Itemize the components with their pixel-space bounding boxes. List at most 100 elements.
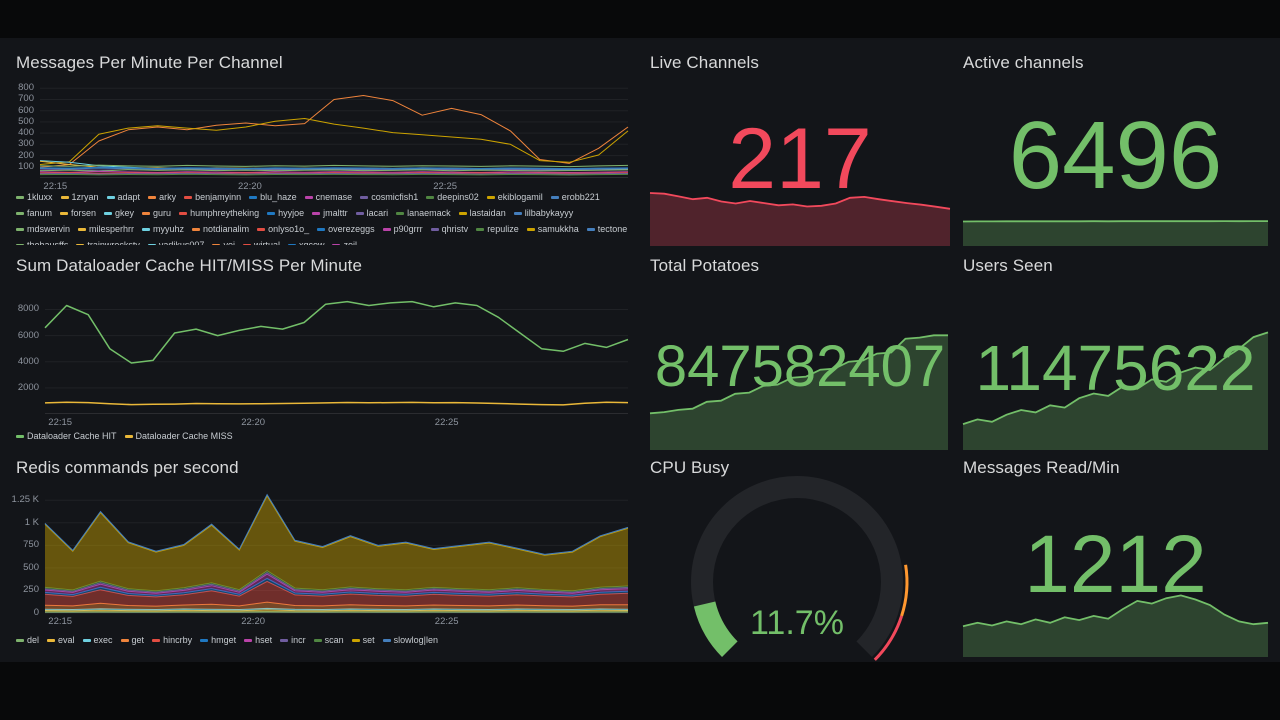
- legend-item[interactable]: vadikus007: [147, 239, 205, 245]
- legend-item[interactable]: overezeggs: [317, 223, 375, 235]
- legend-item[interactable]: hincrby: [152, 634, 192, 646]
- panel-title-dataloader-cache[interactable]: Sum Dataloader Cache HIT/MISS Per Minute: [16, 256, 363, 275]
- legend-label: hyyjoe: [278, 208, 305, 218]
- legend-swatch: [257, 227, 266, 231]
- messages-per-minute-chart[interactable]: 100 200 300 400 500 600 700 800 22:15 22:20 22:25: [18, 83, 629, 192]
- legend-item[interactable]: erobb221: [550, 191, 600, 203]
- legend-swatch: [82, 638, 91, 642]
- legend-item[interactable]: hset: [244, 634, 272, 646]
- x-axis-tick: 22:20: [241, 616, 266, 627]
- legend-swatch: [476, 227, 485, 231]
- legend-swatch: [16, 195, 24, 199]
- legend-label: notdianalim: [203, 224, 250, 234]
- x-axis-tick: 22:25: [434, 417, 459, 428]
- legend-item[interactable]: myyuhz: [142, 223, 184, 235]
- legend-item[interactable]: set: [351, 634, 375, 646]
- legend-label: gkey: [115, 208, 135, 218]
- legend-item[interactable]: trainwreckstv: [76, 239, 140, 245]
- legend-item[interactable]: zoil: [332, 239, 357, 245]
- legend-item[interactable]: hmget: [200, 634, 236, 646]
- legend-item[interactable]: lilbabykayyy: [513, 207, 573, 219]
- legend-item[interactable]: lastaidan: [458, 207, 506, 219]
- dataloader-cache-legend: Dataloader Cache HIT Dataloader Cache MIS…: [16, 430, 634, 444]
- panel-title-users-seen[interactable]: Users Seen: [963, 256, 1053, 275]
- legend-item[interactable]: milesperhrr: [78, 223, 134, 235]
- panel-title-active-channels[interactable]: Active channels: [963, 53, 1084, 72]
- legend-item[interactable]: adapt: [106, 191, 140, 203]
- legend-item[interactable]: eval: [47, 634, 75, 646]
- legend-item[interactable]: humphreytheking: [179, 207, 259, 219]
- legend-label: 1kluxx: [27, 192, 53, 202]
- y-axis-tick: 500: [23, 561, 39, 573]
- legend-label: Dataloader Cache HIT: [27, 431, 117, 441]
- legend-item[interactable]: fanum: [16, 207, 52, 219]
- legend-swatch: [355, 211, 364, 215]
- legend-item[interactable]: guru: [142, 207, 171, 219]
- legend-item[interactable]: hyyjoe: [267, 207, 304, 219]
- legend-item[interactable]: scan: [313, 634, 344, 646]
- legend-item[interactable]: wirtual: [242, 239, 280, 245]
- legend-item[interactable]: benjamyinn: [184, 191, 241, 203]
- panel-title-live-channels[interactable]: Live Channels: [650, 53, 760, 72]
- legend-item[interactable]: cosmicfish1: [360, 191, 418, 203]
- legend-item[interactable]: ekiblogamil: [486, 191, 543, 203]
- legend-item[interactable]: 1kluxx: [16, 191, 53, 203]
- legend-swatch: [152, 638, 161, 642]
- legend-item[interactable]: 1zryan: [60, 191, 99, 203]
- legend-item[interactable]: get: [120, 634, 144, 646]
- legend-item[interactable]: blu_haze: [249, 191, 297, 203]
- legend-item[interactable]: del: [16, 634, 39, 646]
- legend-item[interactable]: deepins02: [426, 191, 479, 203]
- legend-item[interactable]: incr: [280, 634, 306, 646]
- x-axis-tick: 22:25: [434, 616, 459, 627]
- legend-item[interactable]: xqcow: [287, 239, 324, 245]
- legend-item[interactable]: lacari: [355, 207, 388, 219]
- legend-item[interactable]: slowlog|len: [382, 634, 438, 646]
- legend-item[interactable]: forsen: [60, 207, 96, 219]
- legend-swatch: [586, 227, 595, 231]
- legend-swatch: [76, 243, 85, 245]
- legend-label: deepins02: [437, 192, 479, 202]
- panel-title-messages-read[interactable]: Messages Read/Min: [963, 458, 1120, 477]
- legend-label: wirtual: [253, 240, 280, 245]
- legend-swatch: [513, 211, 522, 215]
- legend-item[interactable]: repulize: [476, 223, 519, 235]
- legend-item[interactable]: onlyso1o_: [257, 223, 309, 235]
- legend-item[interactable]: qhristv: [430, 223, 468, 235]
- legend-item[interactable]: lanaemack: [396, 207, 451, 219]
- panel-title-messages-per-minute[interactable]: Messages Per Minute Per Channel: [16, 53, 283, 72]
- legend-item[interactable]: notdianalim: [192, 223, 249, 235]
- legend-item[interactable]: p90grrr: [382, 223, 423, 235]
- panel-title-cpu-busy[interactable]: CPU Busy: [650, 458, 730, 477]
- legend-item[interactable]: arky: [148, 191, 176, 203]
- legend-label: hmget: [211, 635, 237, 645]
- legend-item[interactable]: cnemase: [304, 191, 352, 203]
- panel-title-total-potatoes[interactable]: Total Potatoes: [650, 256, 760, 275]
- legend-item[interactable]: gkey: [104, 207, 134, 219]
- redis-commands-legend: del eval exec get hincrby hmget hset incr scan se…: [16, 634, 634, 648]
- dataloader-cache-chart[interactable]: 2000 4000 6000 8000 22:15 22:20 22:25: [18, 299, 629, 428]
- legend-label: vadikus007: [158, 240, 205, 245]
- redis-commands-chart[interactable]: 0 250 500 750 1 K 1.25 K 22:15 22:20 22:25: [12, 493, 629, 627]
- legend-item[interactable]: exec: [82, 634, 113, 646]
- legend-item[interactable]: jmalttr: [312, 207, 348, 219]
- legend-swatch: [317, 227, 326, 231]
- y-axis-tick: 8000: [17, 303, 39, 315]
- legend-swatch: [304, 195, 313, 199]
- legend-label: Dataloader Cache MISS: [135, 431, 233, 441]
- x-axis-tick: 22:15: [48, 417, 73, 428]
- legend-item[interactable]: mdswervin: [16, 223, 70, 235]
- letterbox-bottom: [0, 662, 1280, 720]
- panel-title-redis-commands[interactable]: Redis commands per second: [16, 458, 239, 477]
- live-channels-sparkline: [649, 192, 951, 246]
- legend-item[interactable]: Dataloader Cache HIT: [16, 430, 117, 442]
- legend-item[interactable]: tectone: [586, 223, 628, 235]
- legend-item[interactable]: Dataloader Cache MISS: [124, 430, 233, 442]
- y-axis-tick: 6000: [17, 329, 39, 341]
- legend-item[interactable]: thebausffs: [16, 239, 68, 245]
- legend-item[interactable]: vei: [212, 239, 235, 245]
- y-axis-tick: 100: [18, 160, 34, 172]
- legend-swatch: [426, 195, 435, 199]
- legend-label: tectone: [597, 224, 628, 234]
- legend-item[interactable]: samukkha: [526, 223, 579, 235]
